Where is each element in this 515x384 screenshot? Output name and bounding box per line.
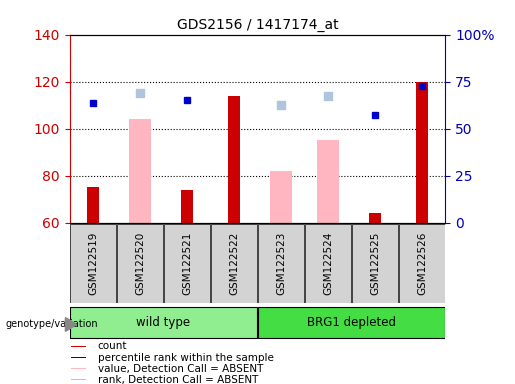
Text: wild type: wild type bbox=[136, 316, 191, 329]
Text: GSM122519: GSM122519 bbox=[88, 231, 98, 295]
Text: genotype/variation: genotype/variation bbox=[5, 319, 98, 329]
Text: GSM122525: GSM122525 bbox=[370, 231, 380, 295]
Text: BRG1 depleted: BRG1 depleted bbox=[307, 316, 396, 329]
FancyBboxPatch shape bbox=[305, 224, 351, 303]
Bar bbox=[228, 96, 240, 223]
FancyBboxPatch shape bbox=[71, 307, 256, 338]
Text: GSM122521: GSM122521 bbox=[182, 231, 192, 295]
FancyBboxPatch shape bbox=[164, 224, 210, 303]
FancyBboxPatch shape bbox=[71, 379, 87, 381]
Text: GSM122520: GSM122520 bbox=[135, 232, 145, 295]
Text: GSM122526: GSM122526 bbox=[417, 231, 427, 295]
FancyBboxPatch shape bbox=[117, 224, 163, 303]
Bar bbox=[317, 141, 338, 223]
Text: GSM122522: GSM122522 bbox=[229, 231, 239, 295]
FancyBboxPatch shape bbox=[71, 346, 87, 348]
Bar bbox=[129, 119, 150, 223]
Title: GDS2156 / 1417174_at: GDS2156 / 1417174_at bbox=[177, 18, 338, 32]
Text: rank, Detection Call = ABSENT: rank, Detection Call = ABSENT bbox=[98, 374, 258, 384]
Text: value, Detection Call = ABSENT: value, Detection Call = ABSENT bbox=[98, 364, 263, 374]
Bar bbox=[270, 171, 291, 223]
Bar bbox=[416, 82, 428, 223]
FancyBboxPatch shape bbox=[71, 367, 87, 369]
Text: percentile rank within the sample: percentile rank within the sample bbox=[98, 353, 274, 362]
Bar bbox=[181, 190, 193, 223]
FancyBboxPatch shape bbox=[212, 224, 256, 303]
FancyBboxPatch shape bbox=[352, 224, 398, 303]
FancyBboxPatch shape bbox=[400, 224, 444, 303]
Text: count: count bbox=[98, 341, 127, 351]
Bar bbox=[87, 187, 99, 223]
FancyBboxPatch shape bbox=[71, 224, 115, 303]
Text: GSM122523: GSM122523 bbox=[276, 231, 286, 295]
Text: GSM122524: GSM122524 bbox=[323, 231, 333, 295]
Bar bbox=[369, 214, 381, 223]
FancyBboxPatch shape bbox=[71, 357, 87, 358]
FancyBboxPatch shape bbox=[259, 307, 444, 338]
FancyBboxPatch shape bbox=[259, 224, 303, 303]
